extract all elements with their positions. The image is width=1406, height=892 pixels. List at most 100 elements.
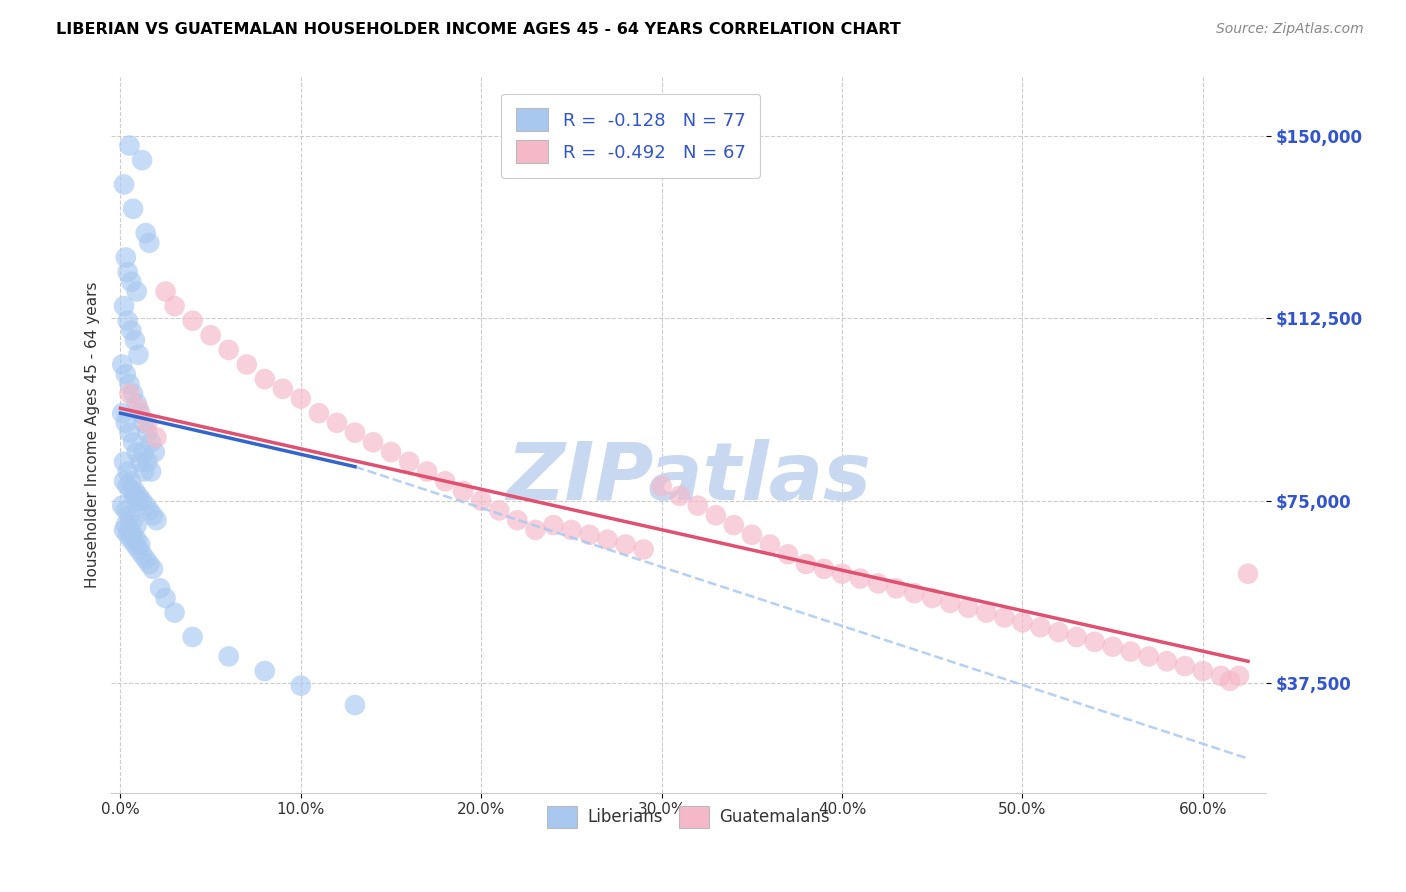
Point xyxy=(125,518,148,533)
Legend: Liberians, Guatemalans: Liberians, Guatemalans xyxy=(541,799,837,834)
Point xyxy=(112,299,135,313)
Point xyxy=(118,138,141,153)
Point xyxy=(868,576,890,591)
Point xyxy=(112,475,135,489)
Point xyxy=(704,508,727,523)
Point xyxy=(543,518,565,533)
Point xyxy=(380,445,402,459)
Y-axis label: Householder Income Ages 45 - 64 years: Householder Income Ages 45 - 64 years xyxy=(86,282,100,589)
Point xyxy=(132,416,155,430)
Point xyxy=(343,698,366,712)
Point xyxy=(488,503,510,517)
Point xyxy=(416,465,439,479)
Point xyxy=(155,591,177,605)
Point xyxy=(124,537,146,551)
Point xyxy=(111,358,134,372)
Point xyxy=(131,547,153,561)
Point xyxy=(271,382,294,396)
Point xyxy=(115,368,138,382)
Point xyxy=(290,679,312,693)
Point xyxy=(120,475,142,489)
Point xyxy=(122,513,145,527)
Point xyxy=(120,275,142,289)
Point xyxy=(129,406,152,420)
Point xyxy=(124,489,146,503)
Point xyxy=(723,518,745,533)
Point xyxy=(884,582,907,596)
Point xyxy=(633,542,655,557)
Point xyxy=(903,586,925,600)
Point xyxy=(163,299,186,313)
Point xyxy=(1209,669,1232,683)
Point xyxy=(343,425,366,440)
Point xyxy=(111,499,134,513)
Point xyxy=(145,430,167,444)
Point xyxy=(117,479,139,493)
Point xyxy=(181,630,204,644)
Point xyxy=(181,314,204,328)
Point xyxy=(135,552,157,566)
Point xyxy=(451,483,474,498)
Point xyxy=(235,358,257,372)
Point xyxy=(596,533,619,547)
Point xyxy=(118,523,141,537)
Text: ZIPatlas: ZIPatlas xyxy=(506,439,872,517)
Point xyxy=(794,557,817,571)
Point xyxy=(326,416,349,430)
Point xyxy=(127,542,149,557)
Point xyxy=(118,508,141,523)
Point xyxy=(200,328,222,343)
Point xyxy=(1137,649,1160,664)
Point xyxy=(813,562,835,576)
Point xyxy=(132,445,155,459)
Point xyxy=(115,416,138,430)
Point xyxy=(759,537,782,551)
Point xyxy=(125,445,148,459)
Point xyxy=(117,528,139,542)
Point xyxy=(939,596,962,610)
Point xyxy=(1227,669,1250,683)
Point xyxy=(163,606,186,620)
Point xyxy=(957,600,980,615)
Point xyxy=(125,396,148,410)
Point xyxy=(138,557,160,571)
Point xyxy=(776,547,799,561)
Point xyxy=(132,465,155,479)
Point xyxy=(434,475,457,489)
Point xyxy=(111,406,134,420)
Point xyxy=(120,483,142,498)
Point xyxy=(138,235,160,250)
Point xyxy=(112,455,135,469)
Point xyxy=(117,314,139,328)
Point xyxy=(145,513,167,527)
Point xyxy=(115,518,138,533)
Point xyxy=(129,455,152,469)
Point xyxy=(253,664,276,678)
Point xyxy=(560,523,582,537)
Text: Source: ZipAtlas.com: Source: ZipAtlas.com xyxy=(1216,22,1364,37)
Point xyxy=(131,493,153,508)
Point xyxy=(127,401,149,416)
Point xyxy=(127,489,149,503)
Point xyxy=(136,416,159,430)
Point xyxy=(135,226,157,240)
Point xyxy=(398,455,420,469)
Point xyxy=(142,562,165,576)
Point xyxy=(993,610,1015,624)
Point xyxy=(1219,673,1241,688)
Point xyxy=(976,606,998,620)
Point xyxy=(308,406,330,420)
Point xyxy=(122,386,145,401)
Point xyxy=(1066,630,1088,644)
Point xyxy=(118,425,141,440)
Point xyxy=(1237,566,1260,581)
Point xyxy=(127,493,149,508)
Point xyxy=(139,435,162,450)
Point xyxy=(120,533,142,547)
Point xyxy=(668,489,690,503)
Point xyxy=(741,528,763,542)
Point xyxy=(118,386,141,401)
Point xyxy=(149,582,172,596)
Point xyxy=(127,348,149,362)
Point xyxy=(142,508,165,523)
